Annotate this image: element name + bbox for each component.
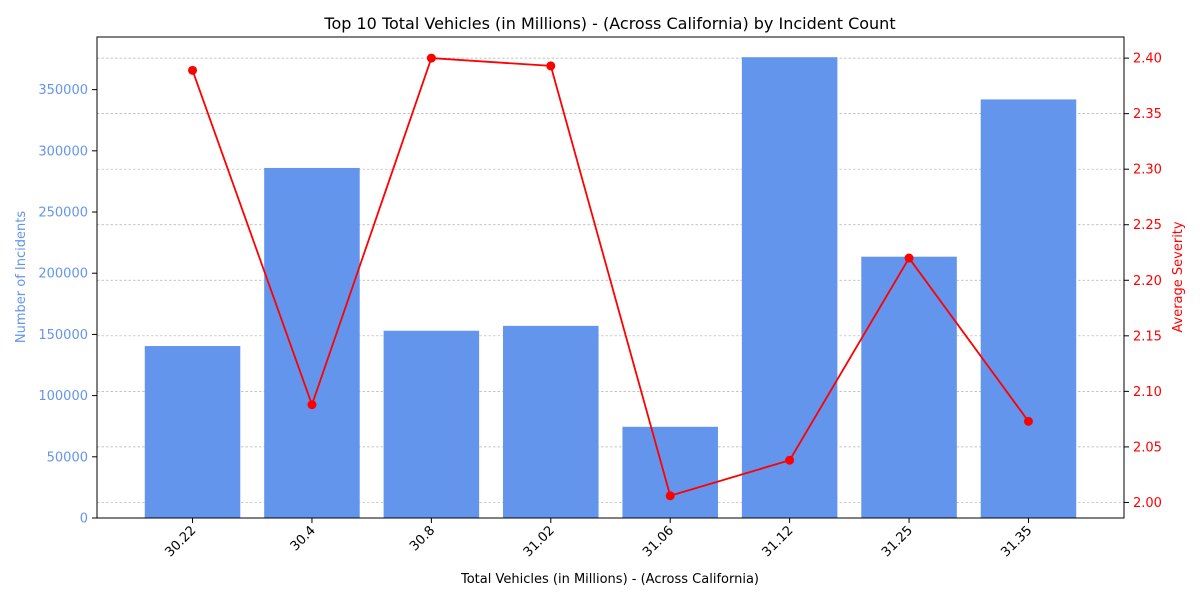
x-tick-label: 31.25 [879,523,916,560]
y-right-tick-label: 2.40 [1133,52,1162,67]
x-tick-label: 30.4 [288,523,319,554]
y-right-tick-label: 2.30 [1133,163,1162,178]
y-left-tick-label: 200000 [38,267,88,282]
y-left-axis-label: Number of Incidents [14,211,29,343]
chart-title: Top 10 Total Vehicles (in Millions) - (A… [323,14,895,33]
y-left-tick-label: 100000 [38,389,88,404]
y-right-tick-label: 2.25 [1133,218,1162,233]
severity-point [665,491,675,501]
x-tick-label: 31.02 [521,523,558,560]
y-right-tick-label: 2.05 [1133,440,1162,455]
y-right-tick-label: 2.00 [1133,496,1162,511]
y-left-tick-label: 0 [80,512,88,527]
severity-point [426,53,436,63]
y-right-tick-label: 2.35 [1133,107,1162,122]
bar [264,167,360,518]
bar [741,57,838,519]
plot-frame [96,36,1125,519]
y-left-ticks: 0 50000 100000 150000 200000 250000 300000 3500… [38,83,97,527]
severity-point [546,61,556,71]
x-axis-label: Total Vehicles (in Millions) - (Across C… [460,572,759,587]
x-tick-label: 31.06 [640,523,677,560]
y-right-tick-label: 2.15 [1133,329,1162,344]
bar [144,346,241,518]
bar [861,256,957,518]
bar-series [144,57,1077,519]
y-left-tick-label: 300000 [38,144,88,159]
y-right-tick-label: 2.10 [1133,385,1162,400]
bar [503,325,599,518]
severity-point [188,65,198,75]
y-right-ticks: 2.00 2.05 2.10 2.15 2.20 2.25 2.30 2.35 2.40 [1124,52,1162,511]
severity-point [904,253,914,263]
x-tick-label: 30.22 [162,523,199,560]
x-tick-label: 31.35 [998,523,1035,560]
axes [96,36,1125,519]
bar [622,426,718,518]
line-series [188,53,1033,501]
y-left-tick-label: 150000 [38,328,88,343]
bar [383,330,480,518]
y-right-tick-label: 2.20 [1133,274,1162,289]
severity-point [1023,416,1033,426]
severity-point [785,455,795,465]
y-left-tick-label: 50000 [47,450,88,465]
y-left-tick-label: 250000 [38,206,88,221]
y-left-tick-label: 350000 [38,83,88,98]
x-tick-label: 31.12 [760,523,797,560]
x-tick-label: 30.8 [407,523,438,554]
severity-line [191,57,1030,497]
x-ticks: 30.22 30.4 30.8 31.02 31.06 31.12 31.25 31.35 [162,518,1035,560]
y-right-axis-label: Average Severity [1171,221,1186,333]
severity-point [307,400,317,410]
bar [980,99,1077,518]
